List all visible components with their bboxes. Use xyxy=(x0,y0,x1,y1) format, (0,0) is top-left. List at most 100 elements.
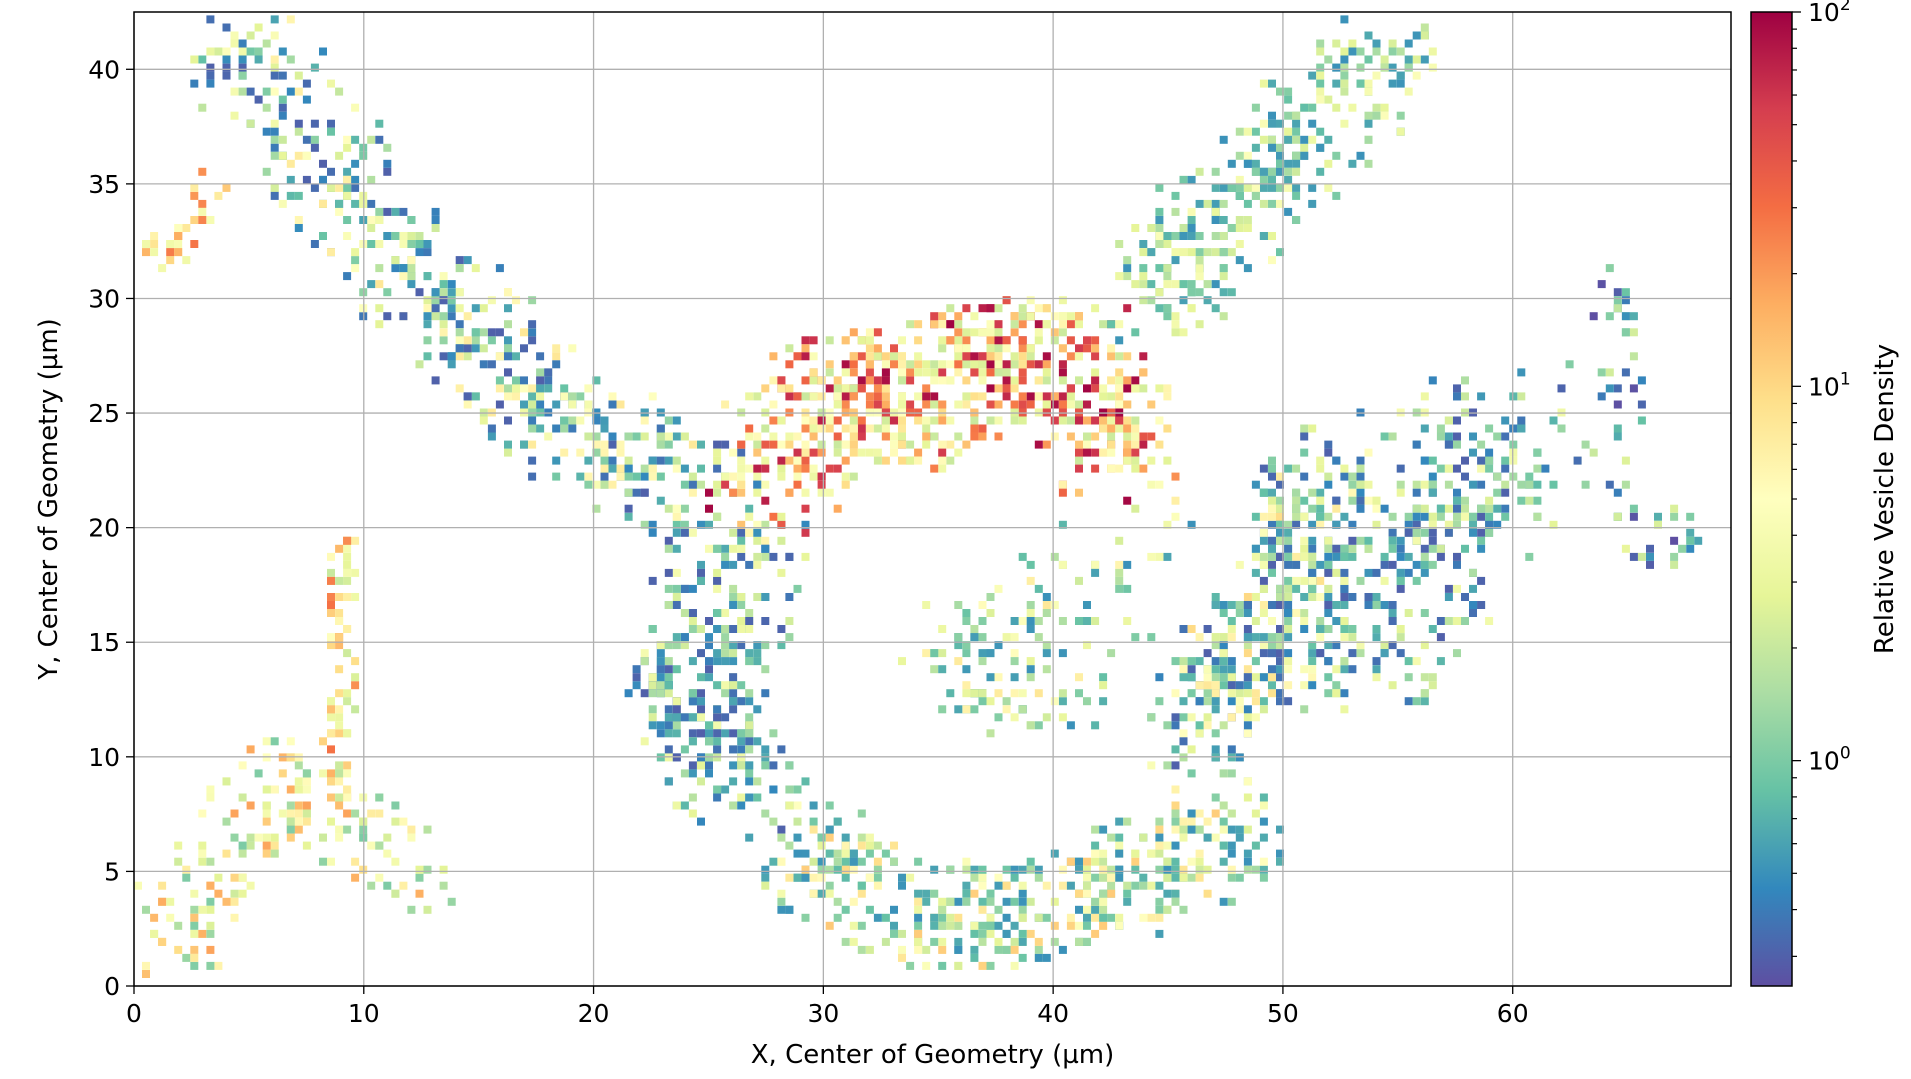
heatmap-cell xyxy=(680,633,689,642)
heatmap-cell xyxy=(1670,552,1679,561)
heatmap-cell xyxy=(222,897,231,906)
heatmap-cell xyxy=(1251,865,1260,874)
heatmap-cell xyxy=(504,288,512,297)
heatmap-cell xyxy=(713,625,722,633)
heatmap-cell xyxy=(672,665,681,674)
heatmap-cell xyxy=(1243,183,1252,192)
heatmap-cell xyxy=(270,191,279,200)
heatmap-cell xyxy=(1316,576,1325,585)
heatmap-cell xyxy=(986,384,995,393)
heatmap-cell xyxy=(1316,95,1325,104)
heatmap-cell xyxy=(1388,79,1397,88)
heatmap-cell xyxy=(439,352,448,361)
heatmap-cell xyxy=(873,352,882,361)
heatmap-cell xyxy=(1050,937,1059,946)
heatmap-cell xyxy=(962,304,971,313)
heatmap-cell xyxy=(1131,464,1140,473)
heatmap-cell xyxy=(986,649,995,658)
heatmap-cell xyxy=(1613,488,1622,497)
heatmap-cell xyxy=(1115,568,1124,577)
heatmap-cell xyxy=(479,360,488,369)
heatmap-cell xyxy=(294,151,303,160)
heatmap-cell xyxy=(528,424,537,433)
heatmap-cell xyxy=(608,432,617,441)
heatmap-cell xyxy=(680,745,689,754)
heatmap-cell xyxy=(672,593,681,601)
heatmap-cell xyxy=(1477,544,1486,553)
heatmap-cell xyxy=(343,825,352,834)
heatmap-cell xyxy=(978,937,987,946)
heatmap-cell xyxy=(873,881,882,890)
heatmap-cell xyxy=(954,328,963,337)
heatmap-cell xyxy=(672,584,681,593)
heatmap-cell xyxy=(1324,601,1333,609)
heatmap-cell xyxy=(857,921,866,930)
heatmap-cell xyxy=(592,416,601,425)
heatmap-cell xyxy=(1324,641,1333,650)
heatmap-cell xyxy=(1171,320,1180,329)
heatmap-cell xyxy=(439,320,448,329)
heatmap-cell xyxy=(399,207,408,216)
heatmap-cell xyxy=(1002,344,1011,353)
heatmap-cell xyxy=(1219,857,1228,866)
heatmap-cell xyxy=(841,849,850,858)
heatmap-cell xyxy=(1372,71,1381,80)
heatmap-cell xyxy=(1018,865,1027,874)
heatmap-cell xyxy=(930,649,939,658)
heatmap-cell xyxy=(1235,224,1244,232)
heatmap-cell xyxy=(1066,400,1075,409)
heatmap-cell xyxy=(1251,183,1260,192)
heatmap-cell xyxy=(1171,761,1180,770)
heatmap-cell xyxy=(938,312,947,321)
heatmap-cell xyxy=(1292,191,1301,200)
heatmap-cell xyxy=(343,793,352,802)
heatmap-cell xyxy=(777,833,786,842)
heatmap-cell xyxy=(1461,392,1469,401)
heatmap-cell xyxy=(825,921,834,930)
heatmap-cell xyxy=(294,817,303,826)
heatmap-cell xyxy=(745,729,754,738)
heatmap-cell xyxy=(1083,601,1091,609)
heatmap-cell xyxy=(1211,199,1220,208)
heatmap-cell xyxy=(1324,183,1333,192)
heatmap-cell xyxy=(166,248,175,257)
heatmap-cell xyxy=(841,472,850,481)
heatmap-cell xyxy=(809,472,818,481)
heatmap-cell xyxy=(833,857,842,866)
heatmap-cell xyxy=(552,400,561,409)
heatmap-cell xyxy=(286,737,295,746)
heatmap-cell xyxy=(1058,881,1067,890)
heatmap-cell xyxy=(1179,865,1188,874)
heatmap-cell xyxy=(954,352,963,361)
heatmap-cell xyxy=(278,151,287,160)
heatmap-cell xyxy=(1324,536,1333,545)
heatmap-cell xyxy=(1268,175,1276,184)
heatmap-cell xyxy=(1163,424,1172,433)
heatmap-cell xyxy=(198,55,207,64)
heatmap-cell xyxy=(705,729,713,738)
heatmap-cell xyxy=(1018,953,1027,962)
heatmap-cell xyxy=(1235,873,1244,882)
heatmap-cell xyxy=(206,881,215,890)
heatmap-cell xyxy=(431,207,440,216)
heatmap-cell xyxy=(327,857,335,866)
heatmap-cell xyxy=(1251,512,1260,521)
heatmap-cell xyxy=(302,841,311,850)
heatmap-cell xyxy=(1187,713,1196,722)
heatmap-cell xyxy=(302,801,311,810)
heatmap-cell xyxy=(841,833,850,842)
heatmap-cell xyxy=(222,47,231,56)
heatmap-cell xyxy=(1002,336,1011,345)
heatmap-cell xyxy=(1485,464,1494,473)
heatmap-cell xyxy=(809,873,818,882)
heatmap-cell xyxy=(1195,272,1204,281)
heatmap-cell xyxy=(351,175,360,184)
heatmap-cell xyxy=(1316,167,1325,176)
heatmap-cell xyxy=(978,328,987,337)
heatmap-cell xyxy=(1388,63,1397,72)
heatmap-cell xyxy=(319,857,327,866)
heatmap-cell xyxy=(1268,641,1276,650)
heatmap-cell xyxy=(1219,272,1228,281)
heatmap-cell xyxy=(544,384,553,393)
y-tick-label: 30 xyxy=(88,284,120,313)
